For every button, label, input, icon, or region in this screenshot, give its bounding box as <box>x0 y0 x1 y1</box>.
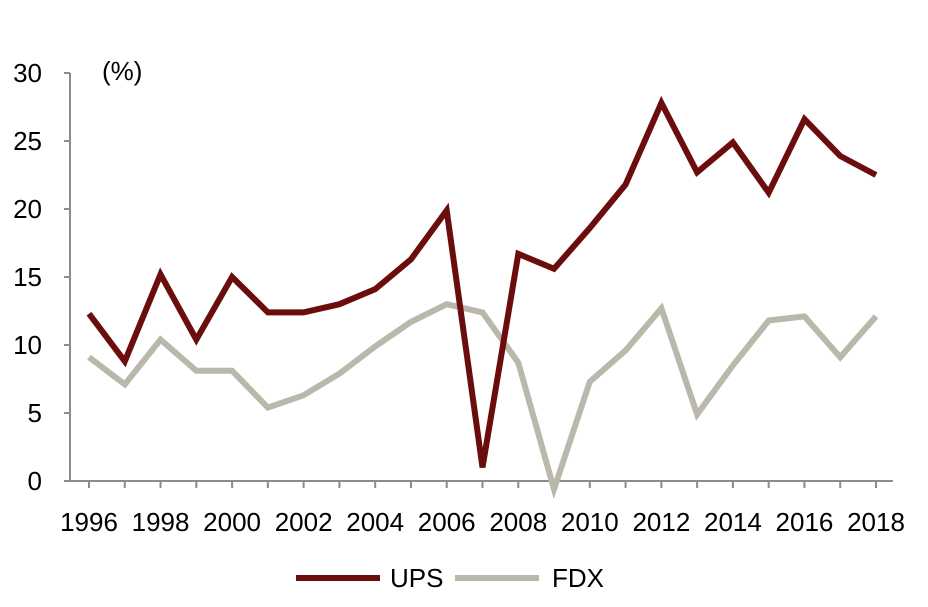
y-tick-label: 10 <box>13 330 42 360</box>
x-tick-label: 2014 <box>704 507 762 537</box>
series-layer <box>86 95 879 500</box>
legend-label-fdx: FDX <box>552 563 604 593</box>
series-line-ups <box>86 95 878 468</box>
y-axis-unit-label: (%) <box>102 56 142 86</box>
x-axis-ticks: 1996 1998 2000 2002 2004 2006 2008 2010 2012 2014… <box>60 481 905 537</box>
legend: UPS FDX <box>296 563 604 593</box>
x-tick-label: 2002 <box>275 507 333 537</box>
x-tick-label: 2006 <box>418 507 476 537</box>
x-tick-label: 2008 <box>489 507 547 537</box>
series-line-fdx <box>87 301 879 500</box>
x-tick-label: 2016 <box>776 507 834 537</box>
x-tick-label: 1998 <box>132 507 190 537</box>
y-tick-label: 5 <box>28 398 42 428</box>
y-tick-label: 25 <box>13 126 42 156</box>
x-tick-label: 2012 <box>632 507 690 537</box>
x-tick-label: 2004 <box>346 507 404 537</box>
x-tick-label: 2000 <box>203 507 261 537</box>
chart-axes <box>69 73 893 482</box>
x-tick-label: 2010 <box>561 507 619 537</box>
legend-label-ups: UPS <box>390 563 443 593</box>
y-tick-label: 0 <box>28 466 42 496</box>
y-tick-label: 20 <box>13 194 42 224</box>
y-tick-label: 15 <box>13 262 42 292</box>
y-tick-label: 30 <box>13 58 42 88</box>
x-tick-label: 1996 <box>60 507 118 537</box>
y-axis-ticks: 0 5 10 15 20 25 30 <box>13 58 70 496</box>
x-tick-label: 2018 <box>847 507 905 537</box>
